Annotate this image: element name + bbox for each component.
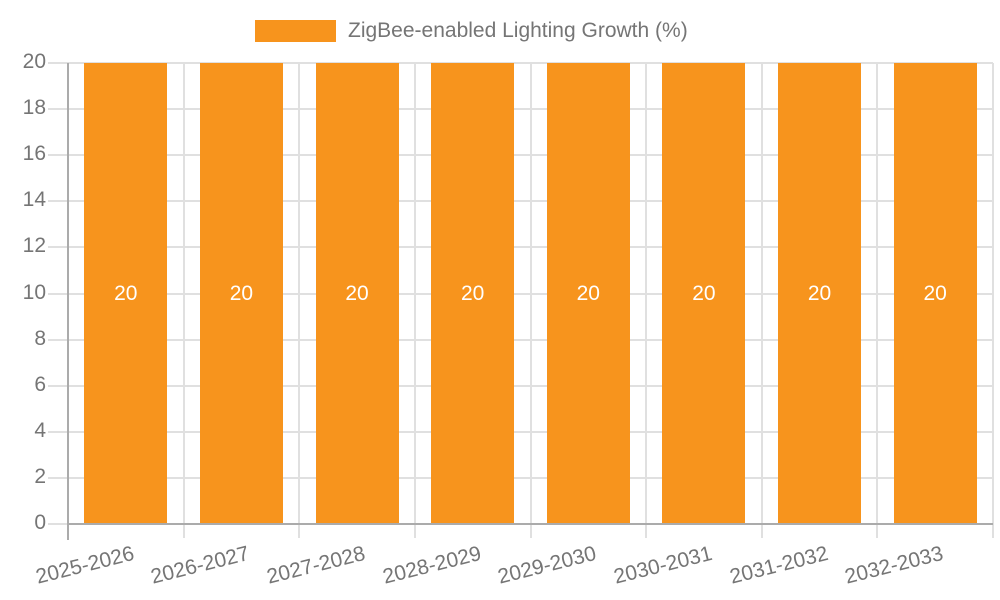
bar-2027-2028[interactable]: 20 [315,63,399,524]
gridline-x-7 [876,63,879,524]
bar-value-label: 20 [229,281,254,305]
y-axis-label-14: 14 [22,188,46,212]
gridline-x-6 [760,63,763,524]
bar-2029-2030[interactable]: 20 [546,63,630,524]
ytick-8 [48,338,68,341]
bar-2030-2031[interactable]: 20 [662,63,746,524]
bar-2032-2033[interactable]: 20 [893,63,977,524]
xtick-5 [645,524,648,538]
gridline-x-2 [298,63,301,524]
y-axis-label-16: 16 [22,142,46,166]
x-axis-baseline [68,523,993,525]
xtick-3 [413,524,416,538]
y-axis-label-20: 20 [22,50,46,74]
ytick-18 [48,108,68,111]
ytick-4 [48,430,68,433]
bar-2025-2026[interactable]: 20 [84,63,168,524]
y-axis-label-12: 12 [22,234,46,258]
bar-value-label: 20 [114,281,138,305]
bar-value-label: 20 [923,281,947,305]
gridline-x-3 [413,63,416,524]
bar-value-label: 20 [461,281,485,305]
xtick-6 [760,524,763,538]
ytick-20 [48,62,68,64]
y-axis-label-2: 2 [34,464,46,488]
bar-2026-2027[interactable]: 20 [199,63,283,524]
xtick-8 [992,524,994,538]
ytick-10 [48,292,68,295]
y-axis-label-6: 6 [34,372,46,396]
bar-value-label: 20 [576,281,600,305]
ytick-2 [48,476,68,479]
y-axis-line [67,63,69,540]
xtick-1 [182,524,185,538]
y-axis-label-4: 4 [34,418,46,442]
gridline-x-4 [529,63,532,524]
ytick-16 [48,154,68,157]
ytick-14 [48,200,68,203]
xtick-2 [298,524,301,538]
legend-swatch-icon [255,20,336,42]
xtick-4 [529,524,532,538]
y-axis-label-10: 10 [22,280,46,304]
gridline-x-5 [645,63,648,524]
ytick-0 [48,523,68,525]
y-axis-label-8: 8 [34,326,46,350]
bar-2028-2029[interactable]: 20 [431,63,515,524]
y-axis-label-0: 0 [34,511,46,535]
plot-area: 0 2 4 6 8 10 12 14 16 18 20 20 20 20 20 20 20 20 20 2025-20… [23,50,994,589]
legend-label: ZigBee-enabled Lighting Growth (%) [348,19,688,42]
ytick-6 [48,384,68,387]
xtick-7 [876,524,879,538]
ytick-12 [48,246,68,249]
y-axis-label-18: 18 [22,96,46,120]
bar-value-label: 20 [807,281,832,305]
bar-value-label: 20 [345,281,369,305]
gridline-x-1 [182,63,185,524]
chart-legend: ZigBee-enabled Lighting Growth (%) [255,19,688,43]
bar-2031-2032[interactable]: 20 [778,63,862,524]
gridline-x-8 [992,63,994,524]
bar-value-label: 20 [692,281,716,305]
